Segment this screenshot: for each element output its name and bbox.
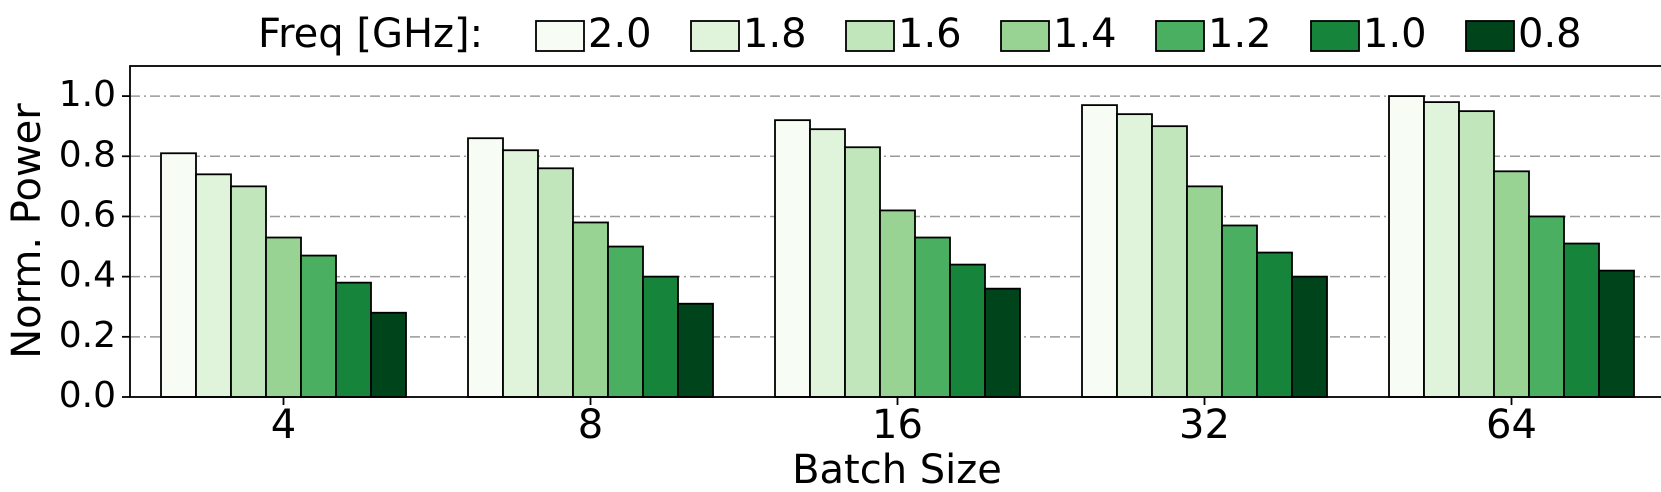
bar bbox=[607, 245, 644, 398]
legend: Freq [GHz]: 2.0 1.8 1.6 1.4 1.2 1.0 0.8 bbox=[258, 11, 1582, 57]
bar bbox=[1493, 170, 1530, 398]
bar bbox=[774, 119, 811, 398]
y-tick-label: 1.0 bbox=[59, 74, 116, 115]
x-tick-label: 8 bbox=[578, 402, 603, 448]
y-tick-label: 0.2 bbox=[59, 315, 116, 356]
legend-swatch bbox=[1465, 20, 1515, 52]
bar bbox=[844, 146, 881, 398]
legend-label: 1.2 bbox=[1208, 11, 1272, 57]
bar bbox=[984, 287, 1021, 398]
x-tick-label: 32 bbox=[1179, 402, 1230, 448]
bar bbox=[335, 281, 372, 398]
legend-swatch bbox=[690, 20, 740, 52]
bar bbox=[370, 311, 407, 398]
legend-label: 1.0 bbox=[1363, 11, 1427, 57]
legend-items: 2.0 1.8 1.6 1.4 1.2 1.0 0.8 bbox=[535, 11, 1582, 57]
legend-swatch bbox=[1155, 20, 1205, 52]
x-axis-label: Batch Size bbox=[792, 447, 1002, 492]
bar bbox=[1081, 104, 1118, 398]
y-tick-label: 0.8 bbox=[59, 134, 116, 175]
bar bbox=[160, 152, 197, 398]
bar bbox=[502, 149, 539, 398]
y-axis-ticks: 0.0 0.2 0.4 0.6 0.8 1.0 bbox=[59, 74, 130, 416]
bar bbox=[1528, 215, 1565, 398]
legend-label: 0.8 bbox=[1518, 11, 1582, 57]
bar bbox=[1291, 275, 1328, 398]
bar bbox=[809, 128, 846, 398]
legend-label: 2.0 bbox=[588, 11, 652, 57]
legend-swatch bbox=[1310, 20, 1360, 52]
bar bbox=[642, 275, 679, 398]
legend-label: 1.8 bbox=[743, 11, 807, 57]
bar bbox=[677, 302, 714, 398]
bar bbox=[914, 236, 951, 398]
bar bbox=[230, 185, 267, 398]
bar bbox=[195, 173, 232, 398]
y-tick-label: 0.4 bbox=[59, 255, 116, 296]
bars bbox=[160, 95, 1635, 398]
x-tick-label: 4 bbox=[271, 402, 296, 448]
legend-label: 1.6 bbox=[898, 11, 962, 57]
bar bbox=[1186, 185, 1223, 398]
bar bbox=[300, 254, 337, 398]
y-tick-label: 0.6 bbox=[59, 194, 116, 235]
bar bbox=[265, 236, 302, 398]
bar bbox=[572, 221, 609, 398]
legend-title: Freq [GHz]: bbox=[258, 11, 483, 57]
legend-swatch bbox=[1000, 20, 1050, 52]
bar bbox=[1458, 110, 1495, 398]
legend-swatch bbox=[535, 20, 585, 52]
bar bbox=[537, 167, 574, 398]
bar bbox=[1221, 224, 1258, 398]
y-tick-label: 0.0 bbox=[59, 375, 116, 416]
y-axis-label: Norm. Power bbox=[4, 103, 50, 359]
legend-swatch bbox=[845, 20, 895, 52]
legend-label: 1.4 bbox=[1053, 11, 1117, 57]
bar bbox=[1256, 251, 1293, 398]
bar bbox=[1598, 269, 1635, 398]
bar bbox=[1423, 101, 1460, 398]
x-tick-label: 16 bbox=[872, 402, 923, 448]
x-axis-ticks: 4 8 16 32 64 bbox=[271, 397, 1537, 448]
x-tick-label: 64 bbox=[1486, 402, 1537, 448]
bar bbox=[949, 263, 986, 398]
bar bbox=[467, 137, 504, 398]
bar bbox=[1116, 113, 1153, 398]
bar bbox=[1563, 242, 1600, 398]
bar bbox=[1151, 125, 1188, 398]
bar bbox=[1388, 95, 1425, 398]
bar bbox=[879, 209, 916, 398]
